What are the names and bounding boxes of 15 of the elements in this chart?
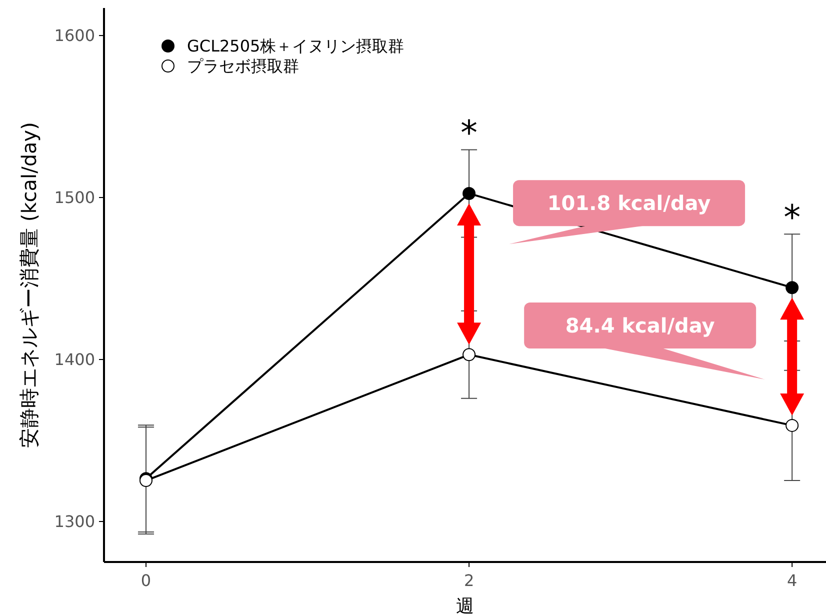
y-tick-label: 1300 <box>54 512 95 532</box>
legend-label: プラセボ摂取群 <box>187 56 299 76</box>
y-tick-label: 1600 <box>54 26 95 46</box>
legend-label: GCL2505株＋イヌリン摂取群 <box>187 36 404 56</box>
y-tick-label: 1400 <box>54 350 95 370</box>
x-tick-label: 0 <box>140 571 152 590</box>
x-axis-title: 週 <box>456 596 474 615</box>
y-axis-title: 安静時エネルギー消費量 (kcal/day) <box>17 122 41 448</box>
annotation: 101.8 kcal/day <box>547 191 711 216</box>
annotation: 84.4 kcal/day <box>565 314 715 338</box>
y-tick-label: 1500 <box>54 188 95 208</box>
x-tick-label: 2 <box>464 571 474 590</box>
annotation: * <box>460 114 478 154</box>
x-tick-label: 4 <box>786 571 798 590</box>
annotation: * <box>784 198 801 238</box>
